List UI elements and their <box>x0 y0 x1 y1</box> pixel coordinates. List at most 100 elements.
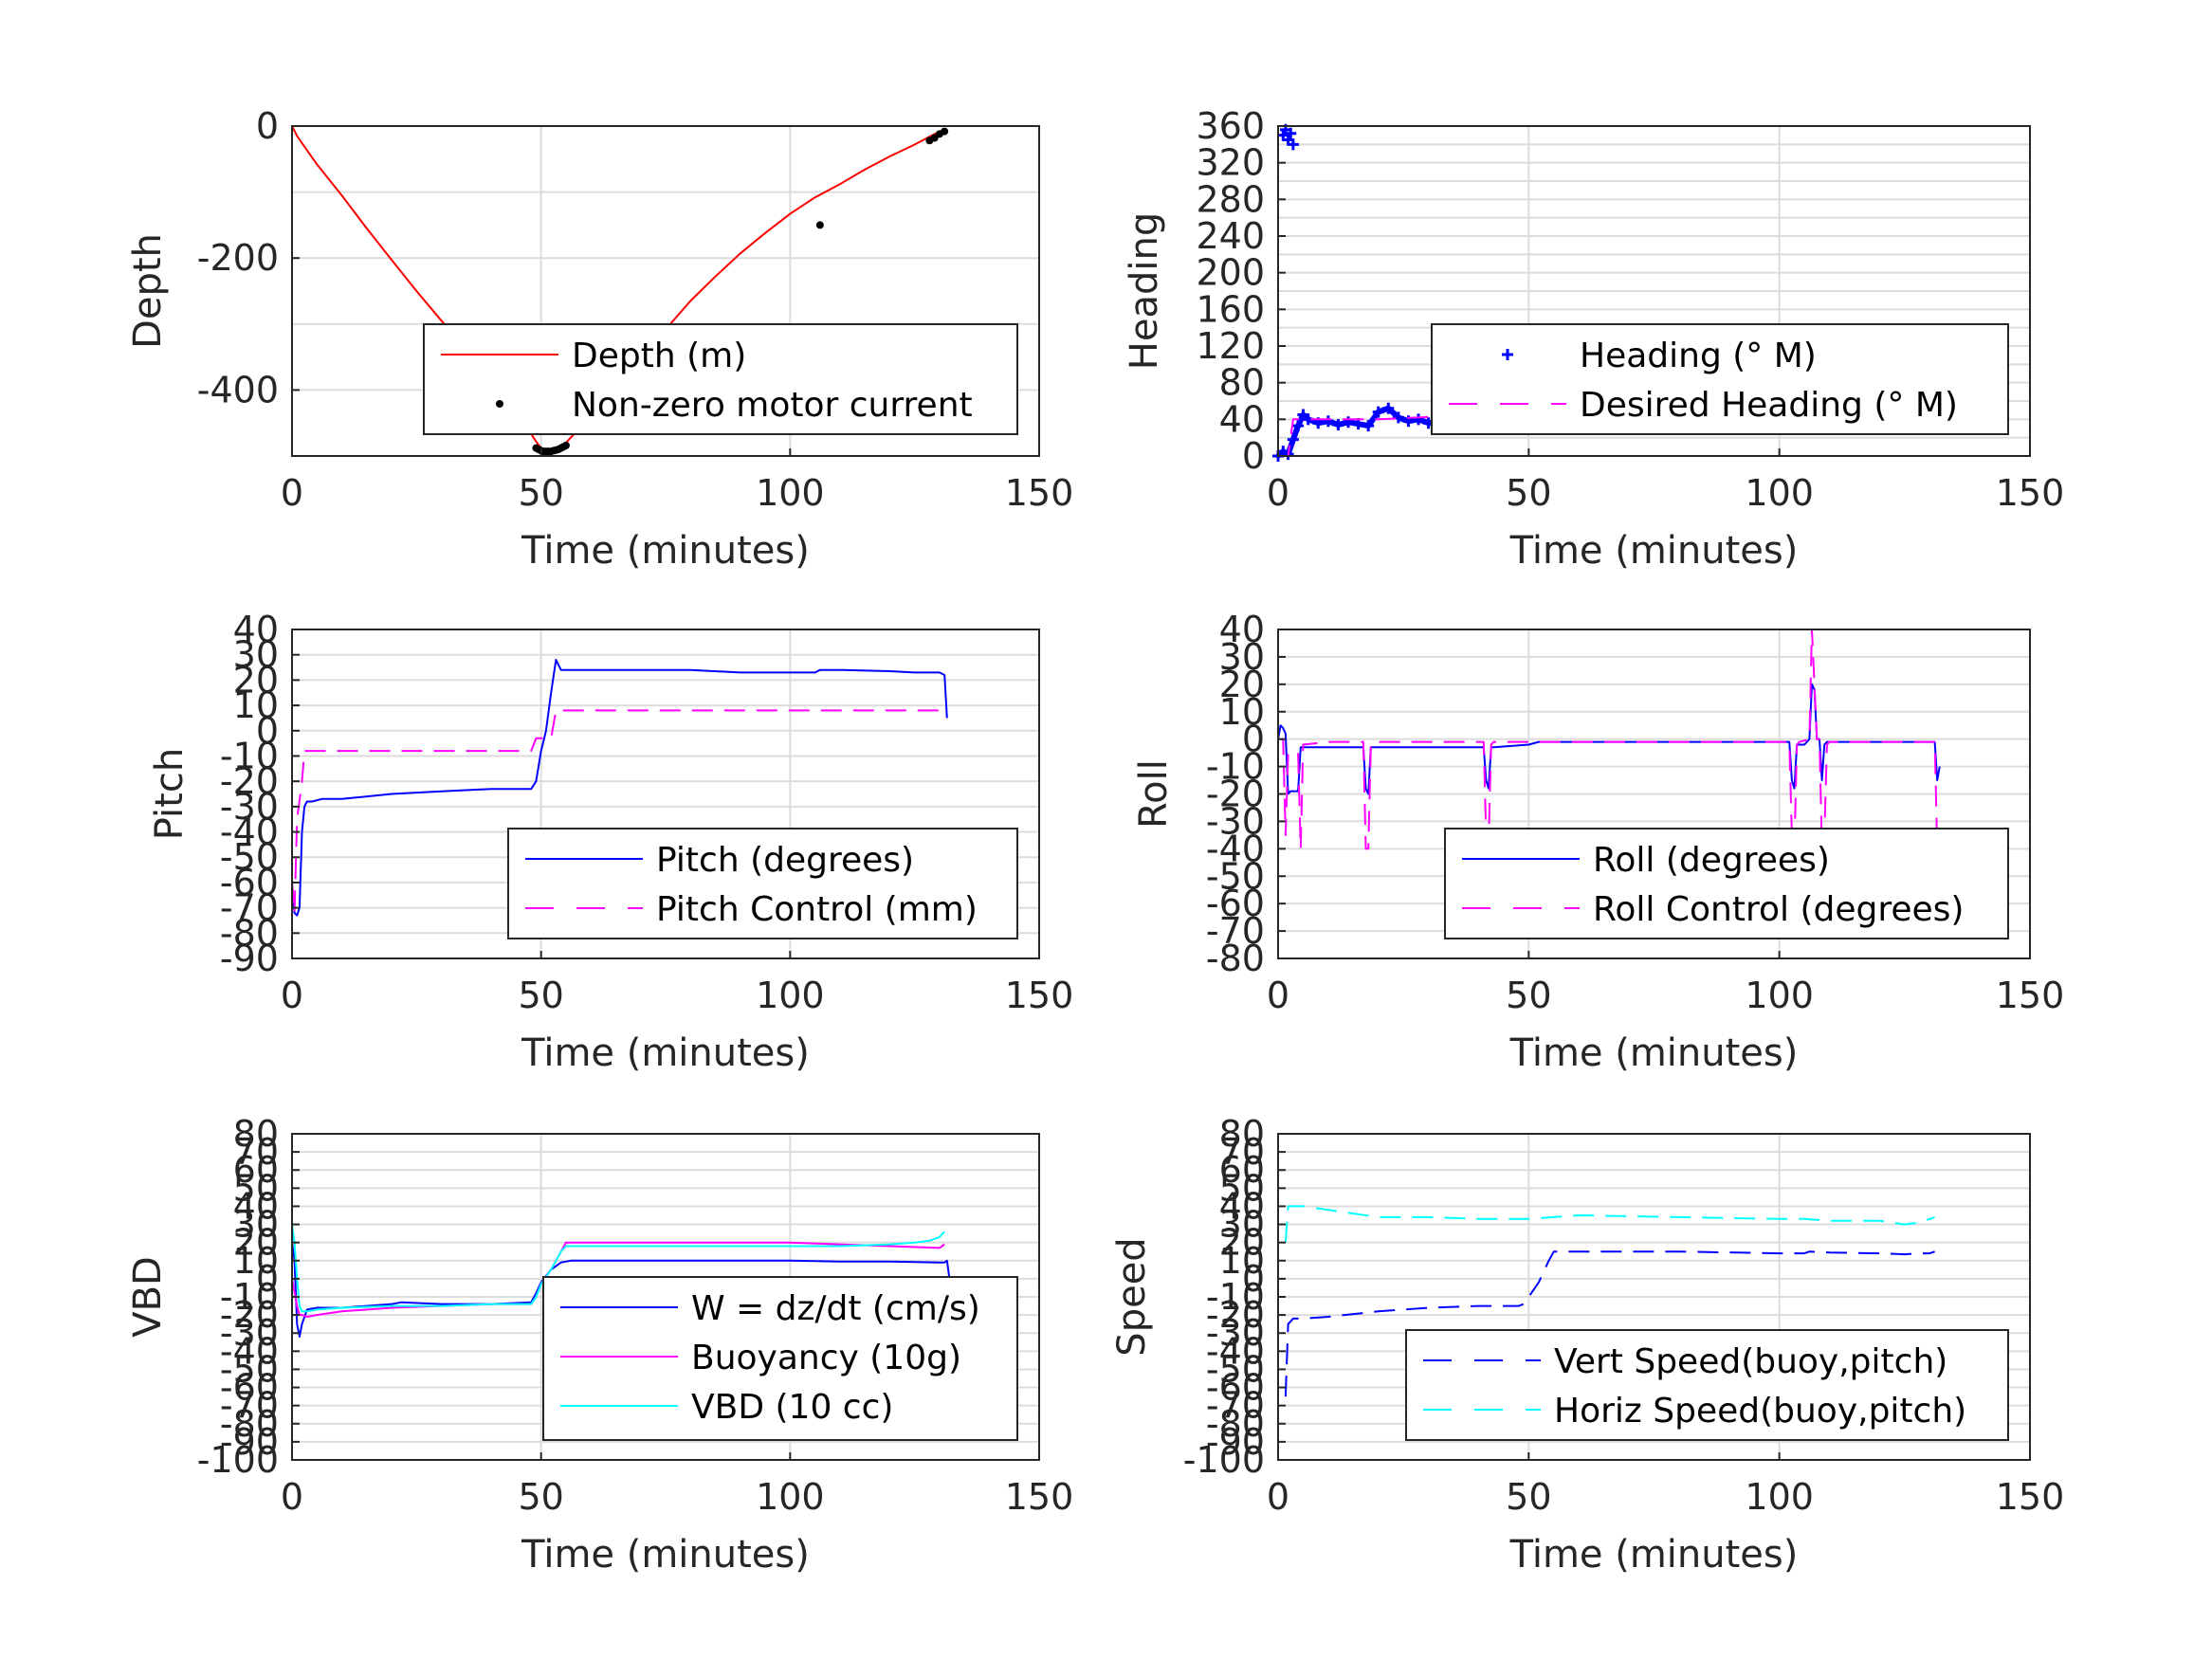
legend-label: Roll Control (degrees) <box>1593 890 1964 929</box>
legend-label: Horiz Speed(buoy,pitch) <box>1554 1392 1966 1431</box>
data-point <box>1343 416 1355 428</box>
x-tick-label: 50 <box>518 975 563 1016</box>
chart-depth: 0 50 100 150 -400 -200 0 Time (minutes) Depth Dep… <box>126 105 1073 573</box>
legend-swatch <box>496 400 503 408</box>
y-tick-label: -40 <box>220 811 279 853</box>
legend-box <box>1431 323 2009 435</box>
y-axis-label: Pitch <box>148 748 192 840</box>
x-tick-label: 0 <box>281 1476 303 1518</box>
y-tick-label: -20 <box>220 760 279 802</box>
data-point <box>1362 420 1375 432</box>
series-layer <box>291 1224 951 1338</box>
series-line-0 <box>291 1242 951 1338</box>
series-line-2 <box>291 1224 945 1313</box>
x-tick-label: 100 <box>1745 472 1814 514</box>
y-tick-label: -90 <box>220 938 279 979</box>
y-tick-label: -400 <box>197 369 279 410</box>
x-tick-label: 150 <box>1005 1476 1074 1518</box>
y-tick-label: 40 <box>1219 609 1265 650</box>
y-tick-label: 40 <box>1219 1185 1265 1227</box>
axes-frame <box>1277 125 2031 457</box>
legend: Heading (° M) Desired Heading (° M) <box>1431 323 2009 435</box>
legend: Vert Speed(buoy,pitch) Horiz Speed(buoy,p… <box>1405 1329 2009 1441</box>
y-tick-label: 80 <box>1219 362 1265 404</box>
y-tick-label: -80 <box>1206 938 1265 979</box>
series-layer <box>291 125 949 456</box>
x-tick-label: 0 <box>281 975 303 1016</box>
chart-pitch: 0 50 100 150-90-80-70-60-50-40-30-20-100102… <box>148 609 1073 1075</box>
x-tick-label: 50 <box>518 472 563 514</box>
x-tick-label: 100 <box>756 472 825 514</box>
chart-speed: 0 50 100 150-100-90-80-70-60-50-40-30-20-10… <box>1110 1113 2064 1577</box>
x-tick-label: 0 <box>281 472 303 514</box>
y-tick-label: 20 <box>233 1222 279 1264</box>
y-tick-label: 280 <box>1196 178 1265 220</box>
legend: W = dz/dt (cm/s) Buoyancy (10g) VBD (10 cc… <box>542 1276 1018 1441</box>
y-tick-label: 50 <box>1219 1167 1265 1209</box>
y-tick-label: 20 <box>1219 1222 1265 1264</box>
y-tick-label: -70 <box>1206 910 1265 952</box>
legend: Roll (degrees) Roll Control (degrees) <box>1444 828 2009 939</box>
y-tick-label: 30 <box>1219 1204 1265 1246</box>
y-tick-label: -50 <box>1206 855 1265 897</box>
y-tick-label: -50 <box>220 1348 279 1390</box>
y-tick-label: 40 <box>1219 398 1265 440</box>
data-point <box>1287 433 1299 446</box>
data-point <box>815 221 824 229</box>
x-tick-label: 0 <box>1267 1476 1289 1518</box>
y-tick-label: -40 <box>1206 1330 1265 1372</box>
legend-swatch <box>1502 349 1513 360</box>
y-tick-label: -100 <box>1183 1439 1265 1481</box>
y-tick-label: -70 <box>220 1385 279 1427</box>
series-line-0 <box>1284 1250 1935 1397</box>
y-tick-label: 0 <box>256 105 279 147</box>
legend-label: Pitch Control (mm) <box>656 890 978 929</box>
series-line-1 <box>1278 629 1939 850</box>
x-tick-label: 150 <box>1996 975 2065 1016</box>
y-tick-label: -80 <box>1206 1403 1265 1445</box>
y-tick-label: -20 <box>1206 1294 1265 1336</box>
data-point <box>1285 127 1297 139</box>
y-tick-label: -80 <box>220 912 279 954</box>
y-tick-label: 60 <box>233 1149 279 1191</box>
y-tick-label: -60 <box>220 1367 279 1409</box>
legend-label: W = dz/dt (cm/s) <box>691 1289 980 1328</box>
legend-label: Buoyancy (10g) <box>691 1339 961 1377</box>
y-tick-label: 70 <box>233 1131 279 1173</box>
y-tick-label: -40 <box>220 1330 279 1372</box>
y-tick-label: -20 <box>220 1294 279 1336</box>
y-tick-label: 10 <box>1219 1240 1265 1282</box>
x-tick-label: 50 <box>1506 975 1551 1016</box>
y-tick-label: -30 <box>220 786 279 828</box>
x-tick-label: 100 <box>756 1476 825 1518</box>
x-tick-label: 100 <box>756 975 825 1016</box>
y-tick-label: -100 <box>197 1439 279 1481</box>
data-point <box>1322 415 1334 428</box>
legend-label: Depth (m) <box>572 337 746 375</box>
y-tick-label: 160 <box>1196 288 1265 330</box>
legend-label: Roll (degrees) <box>1593 841 1830 880</box>
x-tick-label: 0 <box>1267 975 1289 1016</box>
y-tick-label: 240 <box>1196 215 1265 257</box>
y-axis-label: Roll <box>1132 759 1176 829</box>
x-tick-label: 150 <box>1005 975 1074 1016</box>
y-tick-label: -30 <box>1206 800 1265 842</box>
x-tick-label: 50 <box>518 1476 563 1518</box>
x-tick-label: 50 <box>1506 472 1551 514</box>
y-axis-label: Depth <box>126 233 170 349</box>
chart-roll: 0 50 100 150-80-70-60-50-40-30-20-100102030… <box>1132 609 2064 1075</box>
y-tick-label: -30 <box>1206 1312 1265 1354</box>
legend: Depth (m) Non-zero motor current <box>423 323 1018 435</box>
y-tick-label: -50 <box>1206 1348 1265 1390</box>
y-tick-label: 0 <box>256 710 279 752</box>
legend-box <box>1444 828 2009 939</box>
data-point <box>1382 402 1395 414</box>
y-tick-label: -80 <box>220 1403 279 1445</box>
y-tick-label: 50 <box>233 1167 279 1209</box>
series-line-1 <box>1284 1205 1935 1243</box>
legend-label: Desired Heading (° M) <box>1580 386 1958 425</box>
axes-frame <box>291 125 1040 457</box>
y-tick-label: -10 <box>220 1276 279 1318</box>
legend-box <box>542 1276 1018 1441</box>
